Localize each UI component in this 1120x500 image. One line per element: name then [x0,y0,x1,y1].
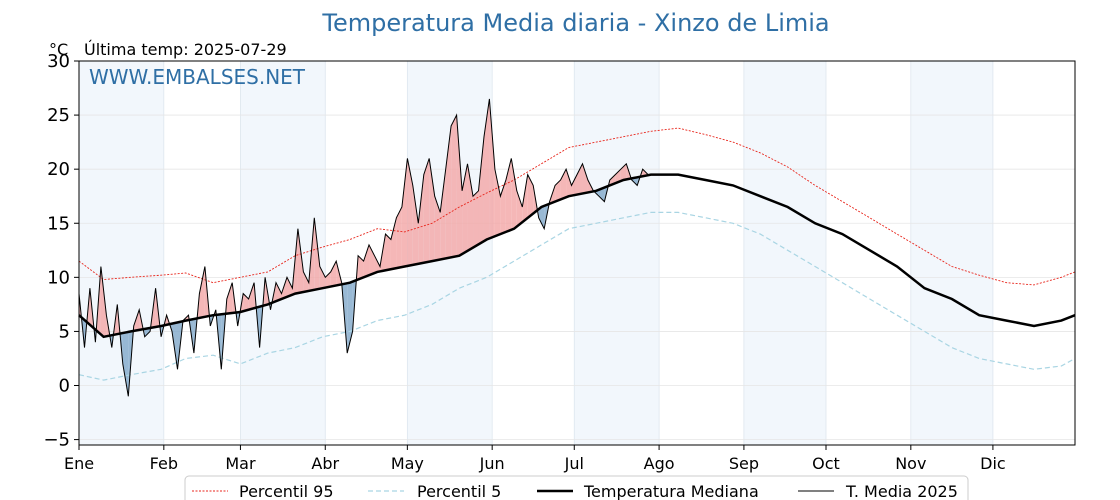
above-median-fill [577,163,583,195]
above-median-fill [330,261,337,287]
above-median-fill [555,179,561,202]
legend-label: Temperatura Mediana [583,482,759,500]
y-tick-label: 15 [47,213,70,234]
above-median-fill [522,174,528,223]
above-median-fill [358,255,364,280]
above-median-fill [489,98,495,239]
above-median-fill [434,196,441,261]
x-tick-label: Jul [564,454,584,473]
x-tick-label: Dic [980,454,1006,473]
legend-label: T. Media 2025 [845,482,958,500]
above-median-fill [199,266,205,318]
x-tick-label: Oct [812,454,840,473]
above-median-fill [226,282,233,314]
above-median-fill [571,174,577,196]
y-tick-label: −5 [43,430,70,451]
y-tick-label: 10 [47,267,70,288]
above-median-fill [615,169,621,184]
above-median-fill [423,158,430,263]
above-median-fill [374,255,380,274]
above-median-fill [527,174,534,218]
above-median-fill [511,158,517,230]
legend-label: Percentil 95 [239,482,334,500]
above-median-fill [412,185,419,265]
x-tick-label: Ene [64,454,94,473]
month-band [574,61,660,445]
series-t-media-2025 [78,98,651,397]
above-median-fill [319,266,326,289]
x-tick-label: Sep [729,454,759,473]
above-median-fill [582,163,588,194]
above-median-fill [451,115,457,258]
above-median-fill [401,158,408,268]
above-median-fill [314,217,320,290]
legend-frame [184,475,969,500]
above-median-fill [286,277,293,297]
series-percentil-5 [78,211,1076,381]
above-median-fill [516,190,523,227]
x-tick-label: Ago [644,454,675,473]
above-median-fill [560,169,567,200]
above-median-fill [369,244,375,276]
above-median-fill [494,169,501,237]
above-median-fill [297,228,304,294]
above-median-fill [418,174,424,264]
y-tick-label: 25 [47,105,70,126]
y-tick-label: 5 [59,321,70,342]
above-median-fill [385,234,391,271]
plot-frame [78,60,1076,446]
series-percentil-95 [78,127,1076,286]
below-median-fill [122,331,129,397]
above-median-fill [396,207,402,269]
legend: Percentil 95 Percentil 5 Temperatura Media… [184,475,969,500]
x-tick-label: Feb [150,454,178,473]
above-median-fill [566,169,572,198]
last-temp-label: Última temp: 2025-07-29 [84,40,287,59]
above-median-fill [390,217,397,270]
x-tick-label: Mar [225,454,256,473]
month-band [79,61,164,445]
above-median-fill [363,244,370,278]
x-tick-label: Nov [895,454,926,473]
x-tick-label: Jun [479,454,505,473]
above-median-fill [483,98,490,242]
below-median-fill [538,205,545,229]
above-median-fill [325,271,331,288]
x-tick-label: May [391,454,424,473]
month-band [743,61,826,445]
above-median-fill [456,115,463,257]
y-tick-label: 30 [47,51,70,72]
above-median-fill [440,169,446,260]
unit-label: °C [49,40,68,59]
above-median-fill [467,163,474,251]
above-median-fill [248,282,255,310]
above-median-fill [478,136,484,245]
below-median-fill [144,327,151,337]
series-temperatura-mediana [78,173,1076,339]
above-median-fill [429,158,435,262]
month-band [910,61,993,445]
below-median-fill [598,187,605,202]
chart-title: Temperatura Media diaria - Xinzo de Limi… [321,9,829,37]
watermark: WWW.EMBALSES.NET [89,65,306,89]
y-tick-label: 0 [59,376,70,397]
above-median-fill [276,282,282,302]
x-tick-label: Abr [311,454,339,473]
above-median-fill [303,271,309,292]
legend-label: Percentil 5 [417,482,501,500]
above-median-fill [407,158,413,266]
above-median-fill [100,266,107,337]
above-median-fill [473,190,479,248]
y-tick-label: 20 [47,159,70,180]
